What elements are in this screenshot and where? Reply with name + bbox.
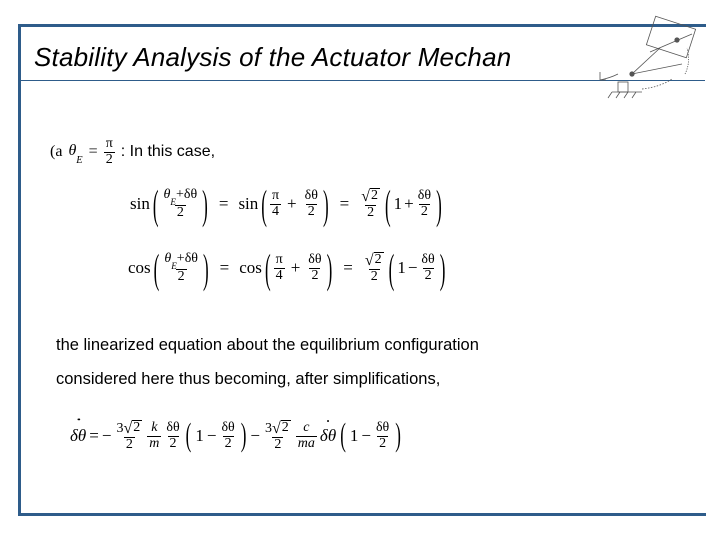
sin-dth-den: 2 xyxy=(306,204,317,220)
eq3-3b: 3 xyxy=(265,421,272,436)
eq3-2b: 2 xyxy=(272,437,283,453)
cos-dth: δθ xyxy=(306,253,323,268)
theta-sub: E xyxy=(76,155,82,166)
eq3-dth2: δθ xyxy=(219,421,236,436)
cos-rhs-den: 2 xyxy=(369,269,380,285)
eq3-m: m xyxy=(149,436,159,451)
eq3-3a: 3 xyxy=(116,421,123,436)
sin-arg-sub: E xyxy=(170,197,176,207)
two-den: 2 xyxy=(104,152,115,168)
eq3-sqrt2b: 2 xyxy=(281,420,291,435)
cos-dth-den: 2 xyxy=(309,268,320,284)
slide-title: Stability Analysis of the Actuator Mecha… xyxy=(34,42,511,73)
sin-rhs-den: 2 xyxy=(365,205,376,221)
cos-sqrt2: 2 xyxy=(374,252,384,267)
eq3-lhs: δθ xyxy=(70,426,86,445)
eq3-sqrt2a: 2 xyxy=(132,420,142,435)
case-a-paren: (a xyxy=(50,143,62,161)
cos-tail-den: 2 xyxy=(423,268,434,284)
mechanism-diagram xyxy=(582,14,712,104)
eq3-c: c xyxy=(303,420,309,435)
eq3-dth1d: 2 xyxy=(168,436,179,452)
sin-pi: π xyxy=(270,189,281,204)
cos-tail-num: δθ xyxy=(419,253,436,268)
cos-fn2: cos xyxy=(239,258,262,278)
equation-cos: cos ( θE+δθ 2 ) = cos ( π4 + δθ2 ) = √2 … xyxy=(128,252,446,284)
sin-dth: δθ xyxy=(303,189,320,204)
sin-fn2: sin xyxy=(238,194,258,214)
sin-4: 4 xyxy=(270,204,281,220)
cos-fn: cos xyxy=(128,258,151,278)
eq3-dth1: δθ xyxy=(164,421,181,436)
sin-sqrt2: 2 xyxy=(370,188,380,203)
eq3-dth3: δθ xyxy=(374,421,391,436)
eq3-k: k xyxy=(151,420,157,435)
sin-tail-num: δθ xyxy=(416,189,433,204)
sin-arg-dth: +δθ xyxy=(176,187,197,202)
eq3-dth3d: 2 xyxy=(377,436,388,452)
case-a-label: (a θE = π 2 : In this case, xyxy=(50,137,215,167)
cos-pi: π xyxy=(274,253,285,268)
pi-num: π xyxy=(104,137,115,152)
body-line-1: the linearized equation about the equili… xyxy=(56,336,479,355)
cos-4: 4 xyxy=(274,268,285,284)
equals: = xyxy=(89,143,98,161)
eq3-dth2d: 2 xyxy=(223,436,234,452)
equation-linearized: δθ = − 3√2 2 k m δθ 2 ( 1 − δθ2 ) − 3√2 … xyxy=(70,420,402,452)
cos-arg-dth: +δθ xyxy=(177,251,198,266)
eq3-dthdot: δθ xyxy=(320,426,336,445)
body-line-2: considered here thus becoming, after sim… xyxy=(56,370,440,389)
sin-tail-den: 2 xyxy=(419,204,430,220)
eq3-2a: 2 xyxy=(124,437,135,453)
eq3-one1: 1 xyxy=(195,426,204,446)
sin-arg-den: 2 xyxy=(175,205,186,221)
cos-arg-den: 2 xyxy=(176,269,187,285)
case-suffix: : In this case, xyxy=(121,143,215,161)
sin-fn: sin xyxy=(130,194,150,214)
cos-one: 1 xyxy=(397,258,406,278)
equation-sin: sin ( θE+δθ 2 ) = sin ( π4 + δθ2 ) = √2 … xyxy=(130,188,443,220)
eq3-ma: ma xyxy=(298,436,315,451)
cos-arg-sub: E xyxy=(171,261,177,271)
sin-one: 1 xyxy=(394,194,403,214)
eq3-one2: 1 xyxy=(350,426,359,446)
